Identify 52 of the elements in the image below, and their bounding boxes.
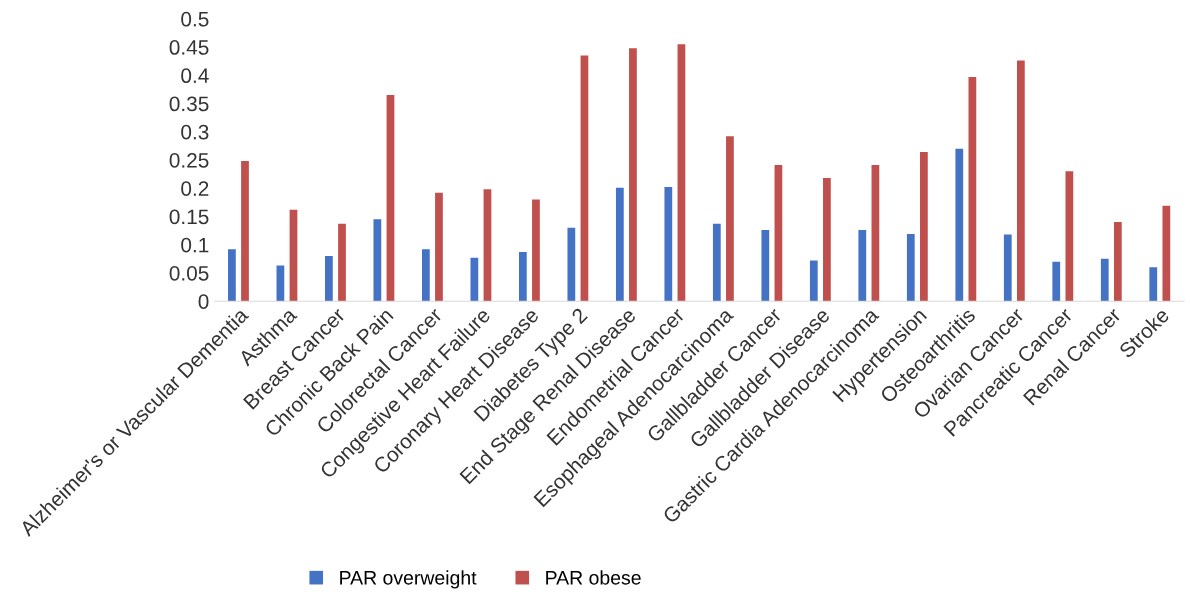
y-tick-label: 0.45 (169, 40, 209, 55)
y-tick-label: 0.35 (169, 96, 209, 112)
bar (1113, 222, 1122, 302)
bar (774, 165, 783, 302)
bar (241, 161, 249, 302)
bar (289, 209, 298, 302)
legend-label: PAR obese (546, 570, 641, 585)
bar (483, 189, 492, 302)
bar (373, 219, 382, 302)
bar (1100, 258, 1109, 302)
bar (1003, 234, 1012, 302)
bar (726, 136, 734, 302)
bar (470, 257, 479, 302)
bar (421, 249, 430, 302)
bar (906, 233, 915, 302)
bar (1162, 205, 1171, 302)
y-tick-label: 0.05 (169, 265, 209, 281)
y-tick-label: 0.3 (181, 124, 209, 140)
bar (712, 223, 721, 302)
y-tick-label: 0 (198, 294, 209, 309)
bar (629, 48, 637, 302)
bar (1052, 261, 1061, 302)
legend-label: PAR overweight (340, 570, 477, 589)
bar (858, 230, 867, 302)
bar (386, 95, 395, 302)
y-tick-label: 0.15 (169, 209, 209, 225)
bar (567, 227, 576, 302)
bar (968, 76, 977, 302)
y-tick-label: 0.5 (181, 11, 209, 27)
bar (677, 44, 686, 302)
bar (920, 152, 928, 302)
bar (809, 260, 818, 302)
bar (823, 178, 831, 302)
bar (1065, 171, 1074, 302)
bar (228, 249, 236, 302)
bar (871, 165, 880, 302)
bar (518, 252, 527, 302)
y-tick-label: 0.4 (181, 68, 209, 84)
bar (325, 256, 333, 302)
bar (955, 148, 964, 302)
bar (664, 187, 673, 302)
bar (1149, 267, 1158, 302)
y-tick-label: 0.1 (181, 237, 209, 253)
bar (338, 223, 346, 302)
bar (1016, 60, 1025, 302)
y-tick-label: 0.2 (181, 181, 209, 196)
bar (761, 230, 770, 302)
bar (580, 55, 589, 302)
bar (615, 187, 624, 302)
bar (435, 192, 443, 302)
y-tick-label: 0.25 (169, 152, 209, 168)
bar (532, 199, 540, 302)
